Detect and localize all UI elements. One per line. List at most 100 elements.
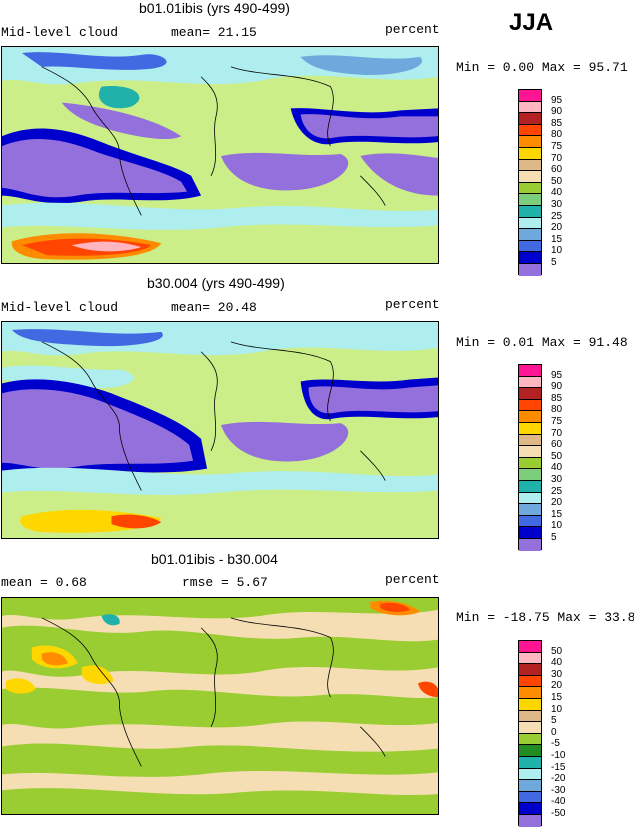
colorbar-swatch — [519, 252, 541, 264]
colorbar-swatch — [519, 113, 541, 125]
colorbar-swatch — [519, 159, 541, 172]
colorbar-label: -40 — [551, 796, 566, 808]
colorbar-label: 50 — [551, 645, 563, 657]
map-panel-3 — [1, 597, 439, 815]
colorbar-swatch — [519, 217, 541, 230]
colorbar-swatch — [519, 710, 541, 723]
mean-label: mean= 20.48 — [171, 300, 257, 315]
colorbar-swatch — [519, 388, 541, 400]
colorbar-label: 20 — [551, 222, 563, 234]
colorbar-swatch — [519, 136, 541, 148]
colorbar-label: 20 — [551, 497, 563, 509]
colorbar-swatch — [519, 411, 541, 423]
colorbar-swatch — [519, 446, 541, 458]
contour-map — [2, 47, 438, 263]
colorbar-label: -50 — [551, 808, 566, 819]
colorbar-label: 15 — [551, 508, 563, 520]
colorbar-swatch — [519, 675, 541, 688]
colorbar-label: 25 — [551, 210, 563, 222]
colorbar-swatch — [519, 205, 541, 218]
min-max-label: Min = 0.01 Max = 91.48 — [456, 335, 628, 350]
colorbar-label: 0 — [551, 726, 557, 738]
colorbar-label: 95 — [551, 369, 563, 381]
colorbar-label: 75 — [551, 416, 563, 427]
colorbar-label: -15 — [551, 761, 566, 773]
colorbar-swatch — [519, 504, 541, 516]
colorbar-label: 50 — [551, 175, 563, 187]
colorbar-swatch — [519, 365, 541, 377]
colorbar-swatch — [519, 756, 541, 769]
colorbar-swatch — [519, 229, 541, 241]
colorbar-label: -30 — [551, 784, 566, 796]
colorbar-swatch — [519, 652, 541, 665]
units-label: percent — [385, 572, 440, 587]
colorbar-label: 15 — [551, 692, 563, 703]
colorbar-swatch — [519, 434, 541, 447]
colorbar-label: 10 — [551, 520, 563, 532]
colorbar-label: 75 — [551, 141, 563, 152]
colorbar-label: 90 — [551, 106, 563, 118]
colorbar-label: 40 — [551, 657, 563, 669]
colorbar-swatch — [519, 768, 541, 781]
colorbar-swatch — [519, 687, 541, 699]
colorbar-label: 85 — [551, 392, 563, 404]
min-max-label: Min = -18.75 Max = 33.88 — [456, 610, 634, 625]
colorbar-label: -10 — [551, 750, 566, 761]
colorbar-swatch — [519, 480, 541, 493]
colorbar-label: 5 — [551, 532, 557, 543]
colorbar-swatch — [519, 469, 541, 481]
colorbar-label: 10 — [551, 703, 563, 715]
colorbar-swatch — [519, 664, 541, 676]
colorbar-label: 30 — [551, 668, 563, 680]
colorbar-label: 40 — [551, 462, 563, 474]
colorbar-label: 30 — [551, 474, 563, 485]
colorbar-swatch — [519, 722, 541, 734]
colorbar-label: 60 — [551, 439, 563, 451]
colorbar-box — [518, 89, 542, 276]
colorbar-swatch — [519, 376, 541, 389]
colorbar-label: -20 — [551, 773, 566, 785]
colorbar-swatch — [519, 171, 541, 183]
colorbar-swatch — [519, 515, 541, 528]
mean-label: mean = 0.68 — [1, 575, 87, 590]
colorbar-label: 95 — [551, 94, 563, 106]
panel-title: b01.01ibis - b30.004 — [151, 551, 278, 567]
colorbar-label: 25 — [551, 485, 563, 497]
colorbar-swatch — [519, 90, 541, 102]
season-label: JJA — [509, 9, 554, 36]
panel-title: b30.004 (yrs 490-499) — [147, 275, 285, 291]
colorbar-label: 10 — [551, 245, 563, 257]
colorbar-swatch — [519, 527, 541, 539]
colorbar-swatch — [519, 422, 541, 435]
colorbar-label: 90 — [551, 381, 563, 393]
mean-label: mean= 21.15 — [171, 25, 257, 40]
panel-title: b01.01ibis (yrs 490-499) — [139, 0, 290, 16]
colorbar-label: 70 — [551, 427, 563, 439]
map-panel-1 — [1, 46, 439, 264]
colorbar-label: -5 — [551, 738, 560, 750]
colorbar-swatch — [519, 641, 541, 653]
colorbar-label: 30 — [551, 199, 563, 210]
colorbar-label: 80 — [551, 404, 563, 416]
min-max-label: Min = 0.00 Max = 95.71 — [456, 60, 628, 75]
colorbar-label: 5 — [551, 715, 557, 727]
colorbar-swatch — [519, 780, 541, 792]
colorbar-swatch — [519, 124, 541, 137]
colorbar-swatch — [519, 745, 541, 757]
map-panel-2 — [1, 321, 439, 539]
colorbar-swatch — [519, 101, 541, 114]
colorbar-label: 70 — [551, 152, 563, 164]
colorbar-swatch — [519, 457, 541, 470]
colorbar-label: 50 — [551, 450, 563, 462]
colorbar-swatch — [519, 492, 541, 505]
colorbar-box — [518, 364, 542, 551]
colorbar-label: 80 — [551, 129, 563, 141]
colorbar-swatch — [519, 814, 541, 827]
contour-map — [2, 598, 438, 814]
colorbar-swatch — [519, 698, 541, 711]
colorbar-swatch — [519, 803, 541, 815]
contour-map — [2, 322, 438, 538]
colorbar-label: 60 — [551, 164, 563, 176]
colorbar-swatch — [519, 194, 541, 206]
colorbar-label: 5 — [551, 257, 557, 268]
